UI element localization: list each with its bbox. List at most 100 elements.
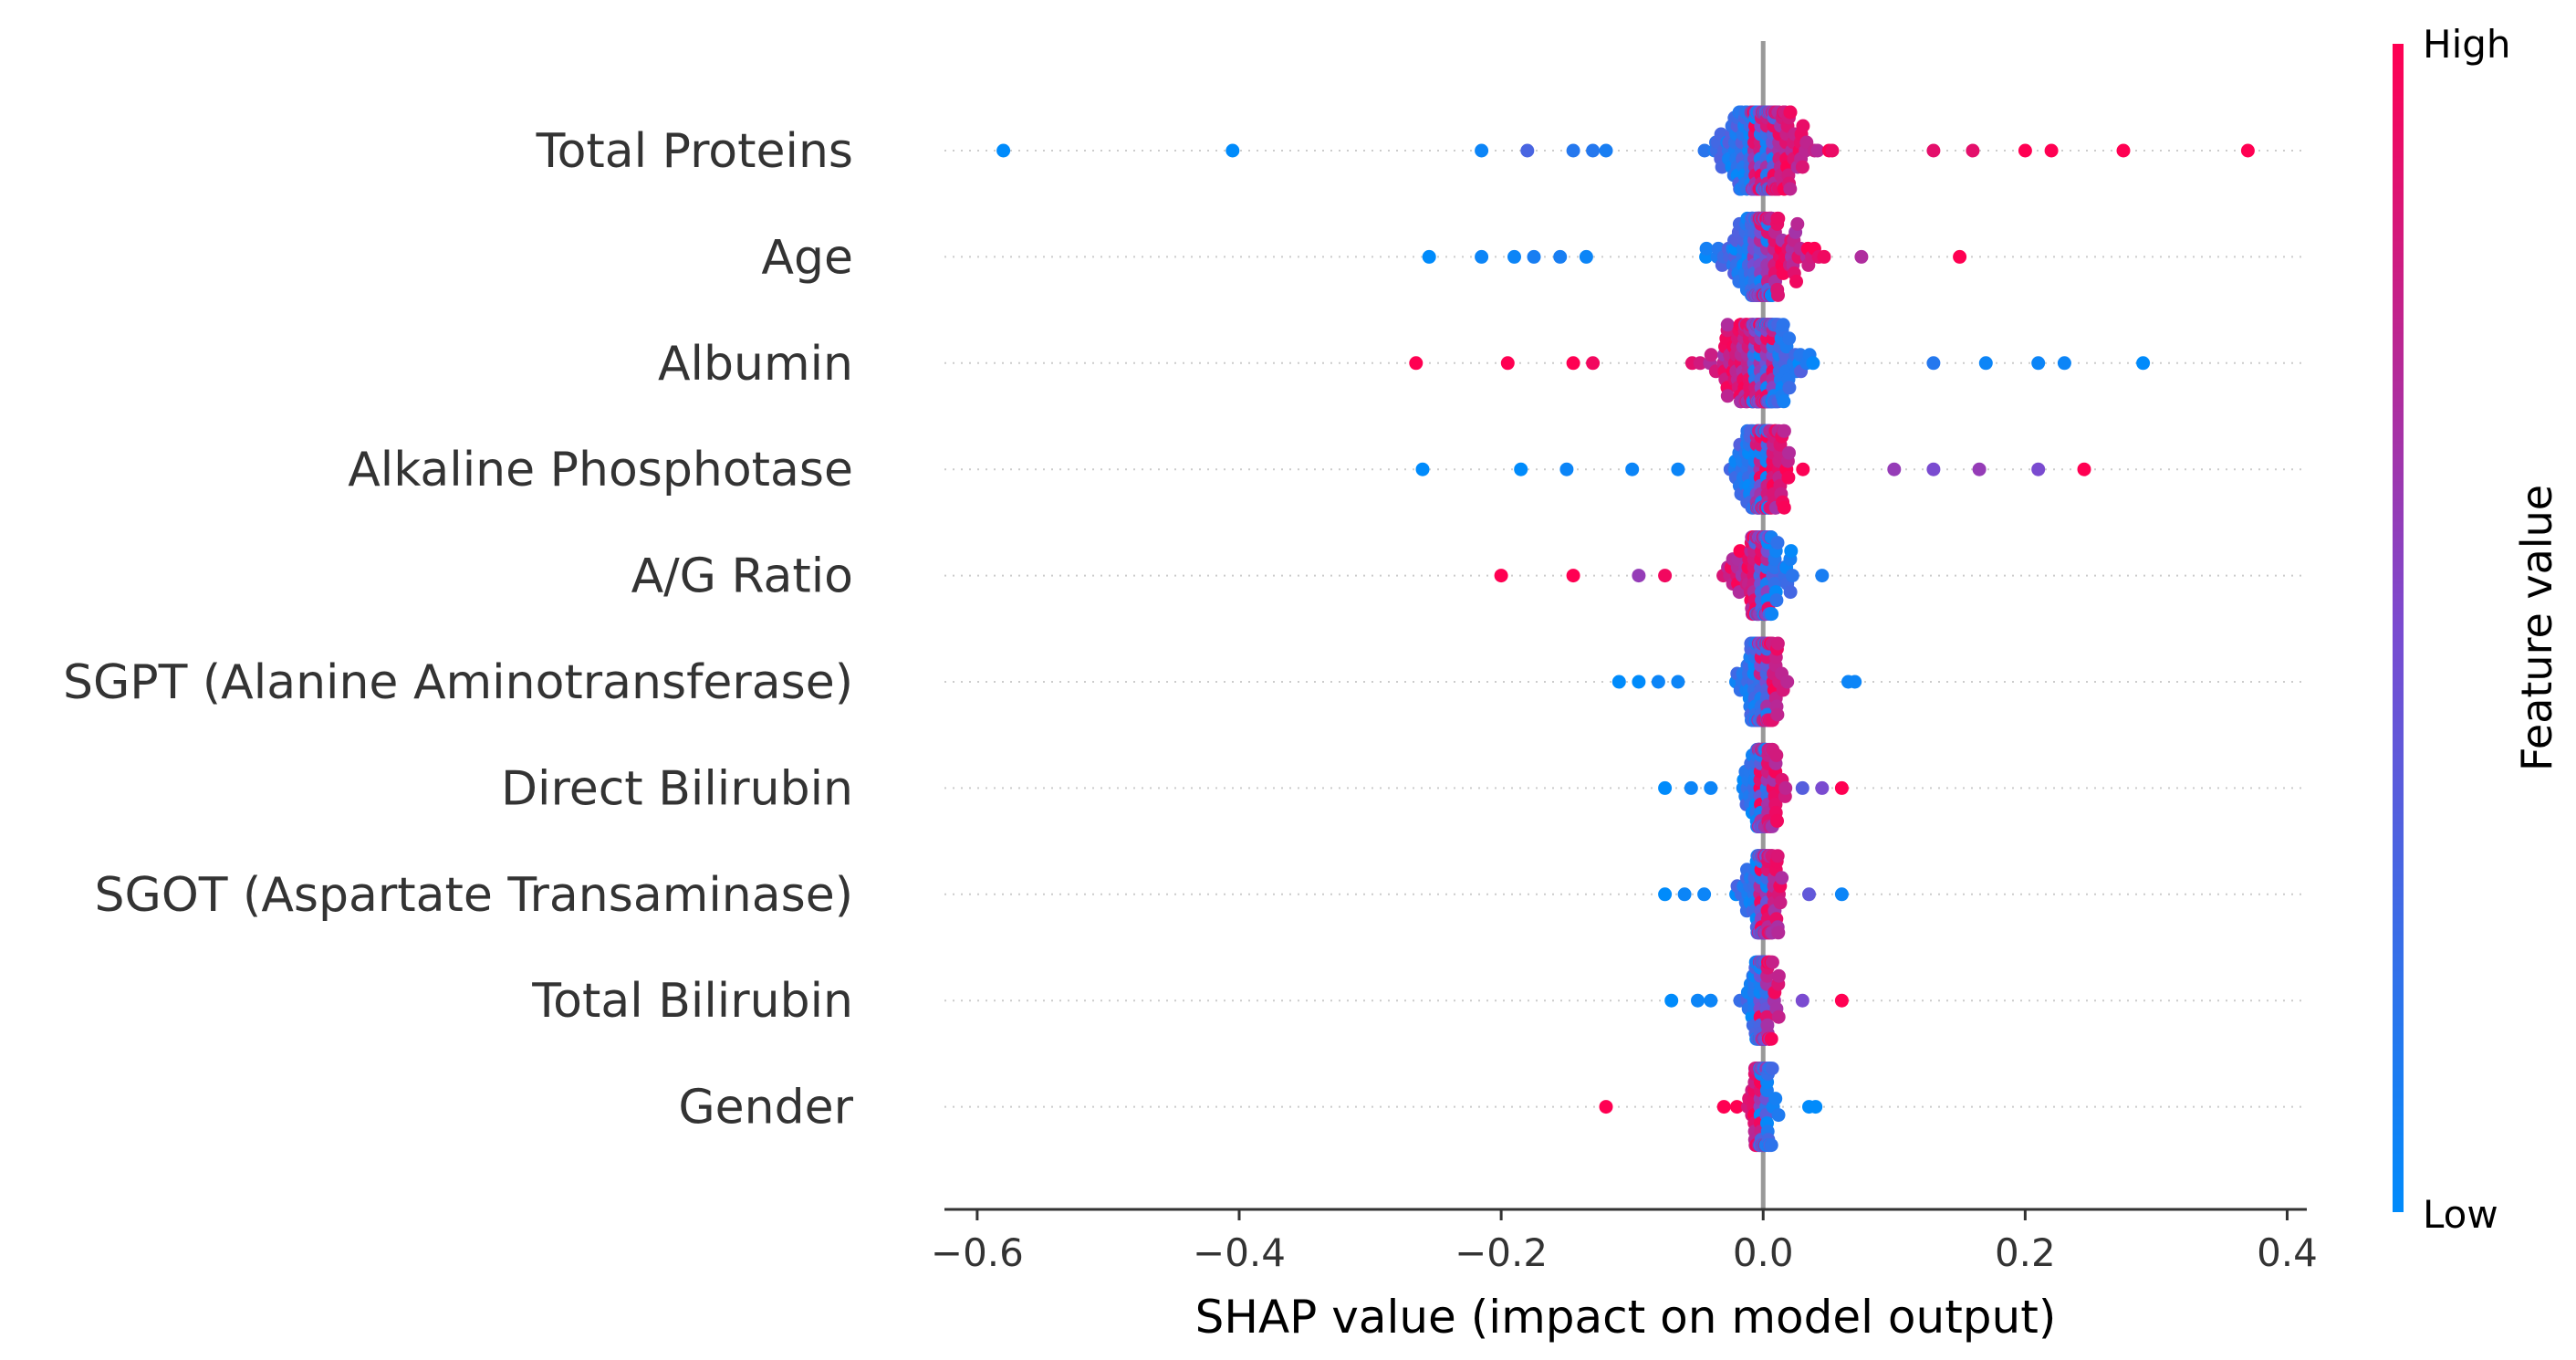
shap-point-age: [1475, 249, 1489, 264]
x-axis-title: SHAP value (impact on model output): [1195, 1291, 2057, 1344]
shap-point-albumin: [1720, 389, 1735, 403]
shap-point-direct-bilirubin: [1778, 780, 1793, 795]
feature-label-total-proteins: Total Proteins: [536, 124, 853, 179]
shap-point-sgpt-alanine-aminotransferase: [1632, 675, 1646, 689]
shap-point-age: [1422, 249, 1436, 264]
shap-point-direct-bilirubin: [1795, 780, 1809, 795]
shap-point-albumin: [1776, 318, 1790, 332]
shap-point-gender: [1768, 1092, 1783, 1106]
shap-point-total-bilirubin: [1765, 955, 1779, 969]
shap-point-a-g-ratio: [1494, 569, 1508, 583]
x-tick-label: −0.2: [1455, 1230, 1548, 1275]
shap-point-sgot-aspartate-transaminase: [1834, 887, 1849, 902]
shap-point-total-bilirubin: [1795, 993, 1809, 1008]
shap-point-alkaline-phosphotase: [1887, 462, 1902, 476]
feature-label-albumin: Albumin: [658, 337, 853, 392]
shap-point-a-g-ratio: [1566, 569, 1580, 583]
shap-point-gender: [1716, 1100, 1731, 1114]
shap-point-direct-bilirubin: [1815, 780, 1830, 795]
shap-point-total-proteins: [1783, 182, 1798, 196]
shap-point-albumin: [1777, 394, 1791, 409]
shap-point-albumin: [2031, 356, 2046, 371]
shap-point-gender: [1809, 1100, 1823, 1114]
shap-point-age: [1527, 249, 1541, 264]
shap-point-total-proteins: [1566, 143, 1580, 158]
shap-point-age: [1507, 249, 1521, 264]
colorbar: High Low Feature value: [2393, 22, 2561, 1237]
shap-point-a-g-ratio: [1632, 569, 1646, 583]
feature-label-sgot-aspartate-transaminase: SGOT (Aspartate Transaminase): [95, 868, 853, 923]
shap-point-total-proteins: [1520, 143, 1535, 158]
shap-point-sgot-aspartate-transaminase: [1697, 887, 1712, 902]
shap-point-albumin: [1926, 356, 1941, 371]
shap-point-a-g-ratio: [1765, 607, 1779, 622]
shap-point-sgpt-alanine-aminotransferase: [1770, 707, 1785, 722]
feature-labels: Total Proteins Age Albumin Alkaline Phospho…: [63, 124, 854, 1135]
shap-point-direct-bilirubin: [1704, 780, 1718, 795]
shap-point-total-proteins: [1599, 143, 1613, 158]
x-tick-label: 0.2: [1995, 1230, 2056, 1275]
shap-point-sgpt-alanine-aminotransferase: [1611, 675, 1626, 689]
shap-point-total-bilirubin: [1691, 993, 1705, 1008]
shap-point-albumin: [1693, 356, 1707, 371]
shap-point-sgot-aspartate-transaminase: [1658, 887, 1673, 902]
shap-point-a-g-ratio: [1815, 569, 1830, 583]
shap-point-albumin: [2057, 356, 2071, 371]
shap-point-alkaline-phosphotase: [1796, 462, 1810, 476]
shap-point-alkaline-phosphotase: [1514, 462, 1528, 476]
shap-point-age: [1953, 249, 1967, 264]
x-tick-label: −0.6: [931, 1230, 1024, 1275]
shap-point-age: [1553, 249, 1568, 264]
feature-label-gender: Gender: [678, 1081, 853, 1135]
shap-point-direct-bilirubin: [1770, 813, 1784, 828]
shap-point-total-proteins: [2240, 143, 2255, 158]
shap-point-total-bilirubin: [1771, 1010, 1786, 1024]
shap-point-sgot-aspartate-transaminase: [1771, 926, 1786, 940]
shap-point-a-g-ratio: [1733, 544, 1747, 559]
shap-point-gender: [1765, 1062, 1779, 1076]
shap-point-alkaline-phosphotase: [1415, 462, 1430, 476]
shap-point-age: [1817, 249, 1831, 264]
shap-point-a-g-ratio: [1769, 593, 1784, 608]
shap-point-alkaline-phosphotase: [2077, 462, 2091, 476]
shap-point-a-g-ratio: [1784, 544, 1799, 559]
shap-point-gender: [1730, 1100, 1744, 1114]
shap-point-alkaline-phosphotase: [1926, 462, 1941, 476]
shap-point-total-proteins: [1926, 143, 1941, 158]
shap-point-total-proteins: [2018, 143, 2032, 158]
shap-point-total-proteins: [1795, 160, 1809, 174]
shap-point-sgpt-alanine-aminotransferase: [1780, 675, 1795, 689]
shap-point-albumin: [1782, 381, 1797, 395]
shap-point-age: [1789, 274, 1803, 288]
shap-point-total-bilirubin: [1834, 993, 1849, 1008]
shap-point-total-proteins: [1810, 143, 1825, 158]
shap-point-age: [1854, 249, 1869, 264]
shap-point-sgpt-alanine-aminotransferase: [1651, 675, 1665, 689]
shap-point-age: [1579, 249, 1593, 264]
shap-point-albumin: [1704, 348, 1718, 362]
colorbar-high-label: High: [2423, 22, 2511, 67]
shap-point-age: [1699, 241, 1714, 256]
shap-point-total-proteins: [2116, 143, 2131, 158]
colorbar-low-label: Low: [2423, 1192, 2498, 1237]
shap-point-age: [1790, 216, 1805, 231]
feature-label-a-g-ratio: A/G Ratio: [631, 549, 853, 604]
shap-point-albumin: [1782, 331, 1797, 346]
feature-label-age: Age: [761, 230, 853, 285]
shap-point-a-g-ratio: [1658, 569, 1673, 583]
shap-point-sgpt-alanine-aminotransferase: [1770, 636, 1785, 651]
shap-point-alkaline-phosphotase: [1777, 500, 1791, 515]
shap-point-total-proteins: [1586, 143, 1601, 158]
shap-point-a-g-ratio: [1770, 536, 1785, 550]
shap-point-alkaline-phosphotase: [1671, 462, 1685, 476]
shap-point-direct-bilirubin: [1834, 780, 1849, 795]
x-axis: −0.6 −0.4 −0.2 0.0 0.2 0.4: [931, 1208, 2318, 1275]
shap-point-direct-bilirubin: [1684, 780, 1698, 795]
shap-point-alkaline-phosphotase: [1559, 462, 1574, 476]
shap-point-gender: [1599, 1100, 1613, 1114]
shap-point-alkaline-phosphotase: [1781, 470, 1796, 485]
shap-point-total-proteins: [2044, 143, 2059, 158]
shap-point-alkaline-phosphotase: [1777, 424, 1791, 438]
shap-point-total-proteins: [1225, 143, 1240, 158]
